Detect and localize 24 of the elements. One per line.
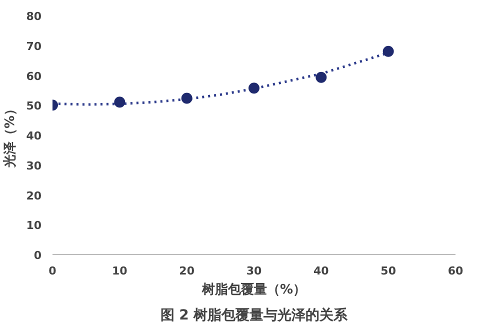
y-tick-label: 40 (26, 130, 42, 142)
point (382, 46, 394, 57)
y-tick-label: 20 (26, 189, 42, 202)
x-axis-title: 树脂包覆量（%） (200, 282, 306, 298)
x-tick-label: 40 (314, 264, 330, 278)
x-tick-label: 60 (448, 264, 464, 278)
x-tick-label: 30 (246, 264, 262, 278)
y-tick-label: 60 (26, 70, 42, 83)
y-tick-label: 0 (34, 249, 42, 262)
point (181, 92, 192, 104)
x-tick-label: 20 (179, 264, 195, 278)
y-tick-label: 80 (26, 10, 42, 23)
point (316, 72, 327, 83)
x-tick-label: 50 (380, 264, 396, 278)
y-tick-label: 10 (26, 219, 42, 232)
y-tick-label: 70 (26, 40, 42, 53)
y-axis-title: 光泽（%） (3, 102, 18, 169)
caption: 图 2 树脂包覆量与光泽的关系 (160, 306, 349, 324)
point (114, 96, 126, 108)
point (248, 82, 260, 94)
x-tick-label: 0 (48, 264, 57, 278)
y-tick-label: 50 (26, 100, 42, 113)
y-tick-label: 30 (26, 159, 42, 172)
x-tick-label: 10 (112, 264, 128, 278)
